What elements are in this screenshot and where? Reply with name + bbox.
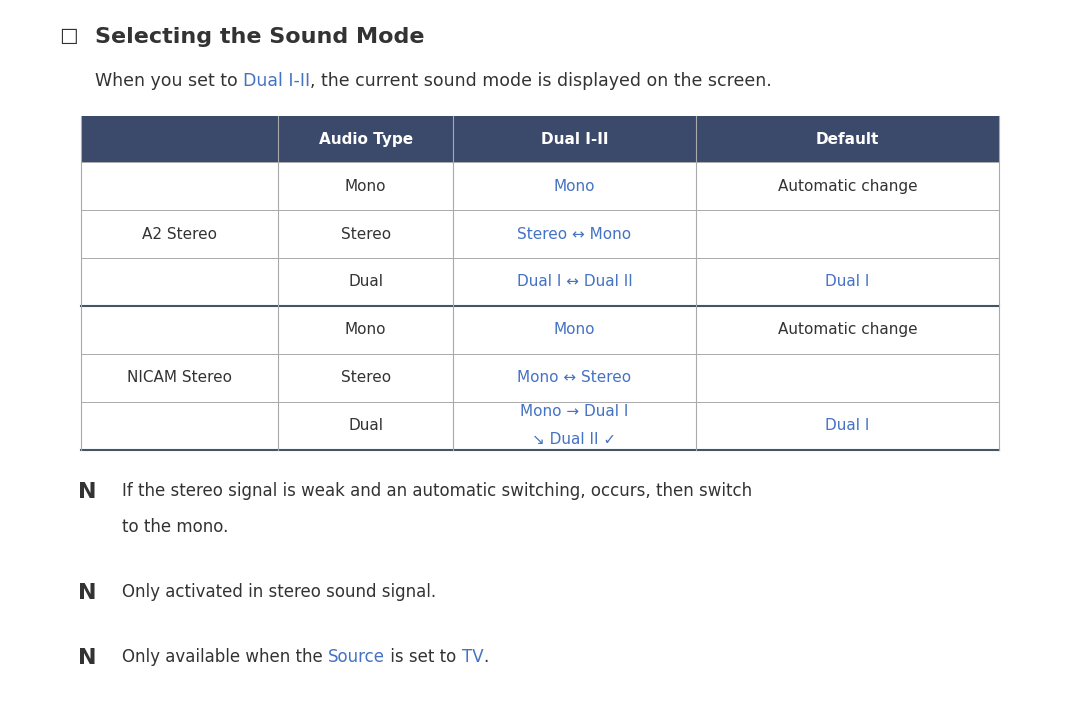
Text: TV: TV <box>461 648 483 666</box>
Text: Mono: Mono <box>554 322 595 338</box>
Text: N: N <box>78 482 96 501</box>
Text: to the mono.: to the mono. <box>122 518 228 537</box>
Text: Mono → Dual I: Mono → Dual I <box>521 404 629 419</box>
Point <box>690 112 703 121</box>
Point <box>272 112 285 121</box>
Point <box>993 112 1005 121</box>
Text: A2 Stereo: A2 Stereo <box>143 226 217 242</box>
Text: When you set to: When you set to <box>95 72 243 90</box>
Text: Dual I-II: Dual I-II <box>541 132 608 147</box>
Text: Dual: Dual <box>348 418 383 434</box>
Text: Dual I: Dual I <box>825 274 869 290</box>
Text: Dual I-II: Dual I-II <box>243 72 310 90</box>
Text: .: . <box>483 648 488 666</box>
Text: ↘ Dual II ✓: ↘ Dual II ✓ <box>532 432 617 448</box>
Text: Source: Source <box>328 648 386 666</box>
Text: Audio Type: Audio Type <box>319 132 413 147</box>
Text: Selecting the Sound Mode: Selecting the Sound Mode <box>95 27 424 47</box>
Text: Mono: Mono <box>345 178 387 194</box>
Text: Stereo: Stereo <box>340 226 391 242</box>
Bar <box>81 116 999 162</box>
Text: Mono ↔ Stereo: Mono ↔ Stereo <box>517 370 632 386</box>
Point <box>446 112 459 121</box>
Text: Default: Default <box>815 132 879 147</box>
Text: Only activated in stereo sound signal.: Only activated in stereo sound signal. <box>122 583 436 601</box>
Text: N: N <box>78 583 96 603</box>
Point <box>75 446 87 454</box>
Text: Stereo ↔ Mono: Stereo ↔ Mono <box>517 226 632 242</box>
Text: Dual I: Dual I <box>825 418 869 434</box>
Text: Only available when the: Only available when the <box>122 648 328 666</box>
Text: Stereo: Stereo <box>340 370 391 386</box>
Point <box>446 446 459 454</box>
Text: ☐: ☐ <box>59 28 78 48</box>
Text: is set to: is set to <box>386 648 461 666</box>
Text: Automatic change: Automatic change <box>778 322 917 338</box>
Text: Dual I ↔ Dual II: Dual I ↔ Dual II <box>516 274 632 290</box>
Text: , the current sound mode is displayed on the screen.: , the current sound mode is displayed on… <box>310 72 772 90</box>
Text: N: N <box>78 648 96 668</box>
Text: Automatic change: Automatic change <box>778 178 917 194</box>
Point <box>690 446 703 454</box>
Text: Mono: Mono <box>554 178 595 194</box>
Text: If the stereo signal is weak and an automatic switching, occurs, then switch: If the stereo signal is weak and an auto… <box>122 482 752 500</box>
Text: Mono: Mono <box>345 322 387 338</box>
Text: Dual: Dual <box>348 274 383 290</box>
Point <box>272 446 285 454</box>
Point <box>993 446 1005 454</box>
Text: NICAM Stereo: NICAM Stereo <box>127 370 232 386</box>
Point <box>75 112 87 121</box>
